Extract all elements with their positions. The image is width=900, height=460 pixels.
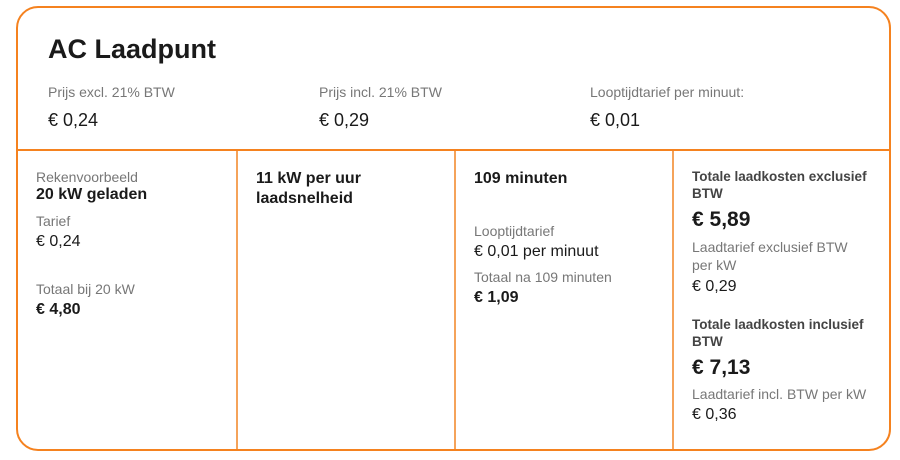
excl-rate-value: € 0,29 xyxy=(692,278,737,295)
runtime-rate-label: Looptijdtarief per minuut: xyxy=(590,84,745,100)
tariff-label: Tarief xyxy=(36,213,71,229)
example-label: Rekenvoorbeeld xyxy=(36,169,138,185)
incl-total: € 7,13 xyxy=(692,356,751,379)
charging-point-card: AC Laadpunt Prijs excl. 21% BTW € 0,24 P… xyxy=(16,6,891,451)
excl-heading: Totale laadkosten exclusief BTW xyxy=(692,169,867,201)
rate-value: € 0,01 per minuut xyxy=(474,243,599,260)
excl-rate-label: Laadtarief exclusief BTW per kW xyxy=(692,239,848,273)
example-heading: 20 kW geladen xyxy=(36,186,148,203)
rate-label: Looptijdtarief xyxy=(474,223,555,239)
duration-column: 109 minuten Looptijdtarief € 0,01 per mi… xyxy=(454,151,672,449)
runtime-rate: Looptijdtarief per minuut: € 0,01 xyxy=(590,84,744,131)
duration-heading: 109 minuten xyxy=(474,170,568,187)
price-incl: Prijs incl. 21% BTW € 0,29 xyxy=(319,84,442,131)
incl-rate-label: Laadtarief incl. BTW per kW xyxy=(692,386,867,402)
price-incl-value: € 0,29 xyxy=(319,110,370,130)
incl-heading: Totale laadkosten inclusief BTW xyxy=(692,317,864,349)
price-incl-label: Prijs incl. 21% BTW xyxy=(319,84,442,100)
price-excl-value: € 0,24 xyxy=(48,110,99,130)
total-label: Totaal bij 20 kW xyxy=(36,281,135,297)
totals-column: Totale laadkosten exclusief BTW € 5,89 L… xyxy=(672,151,889,449)
page-title: AC Laadpunt xyxy=(48,34,216,64)
excl-total: € 5,89 xyxy=(692,208,751,231)
incl-rate-value: € 0,36 xyxy=(692,406,737,423)
speed-column: 11 kW per uur laadsnelheid xyxy=(236,151,454,449)
speed-heading: 11 kW per uur laadsnelheid xyxy=(256,170,361,207)
tariff-value: € 0,24 xyxy=(36,233,81,250)
runtime-rate-value: € 0,01 xyxy=(590,110,641,130)
total-value: € 4,80 xyxy=(36,301,81,318)
price-excl-label: Prijs excl. 21% BTW xyxy=(48,84,175,100)
example-column: Rekenvoorbeeld 20 kW geladen Tarief € 0,… xyxy=(18,151,236,449)
price-excl: Prijs excl. 21% BTW € 0,24 xyxy=(48,84,175,131)
divider xyxy=(18,149,889,151)
duration-total-value: € 1,09 xyxy=(474,289,519,306)
duration-total-label: Totaal na 109 minuten xyxy=(474,269,612,285)
